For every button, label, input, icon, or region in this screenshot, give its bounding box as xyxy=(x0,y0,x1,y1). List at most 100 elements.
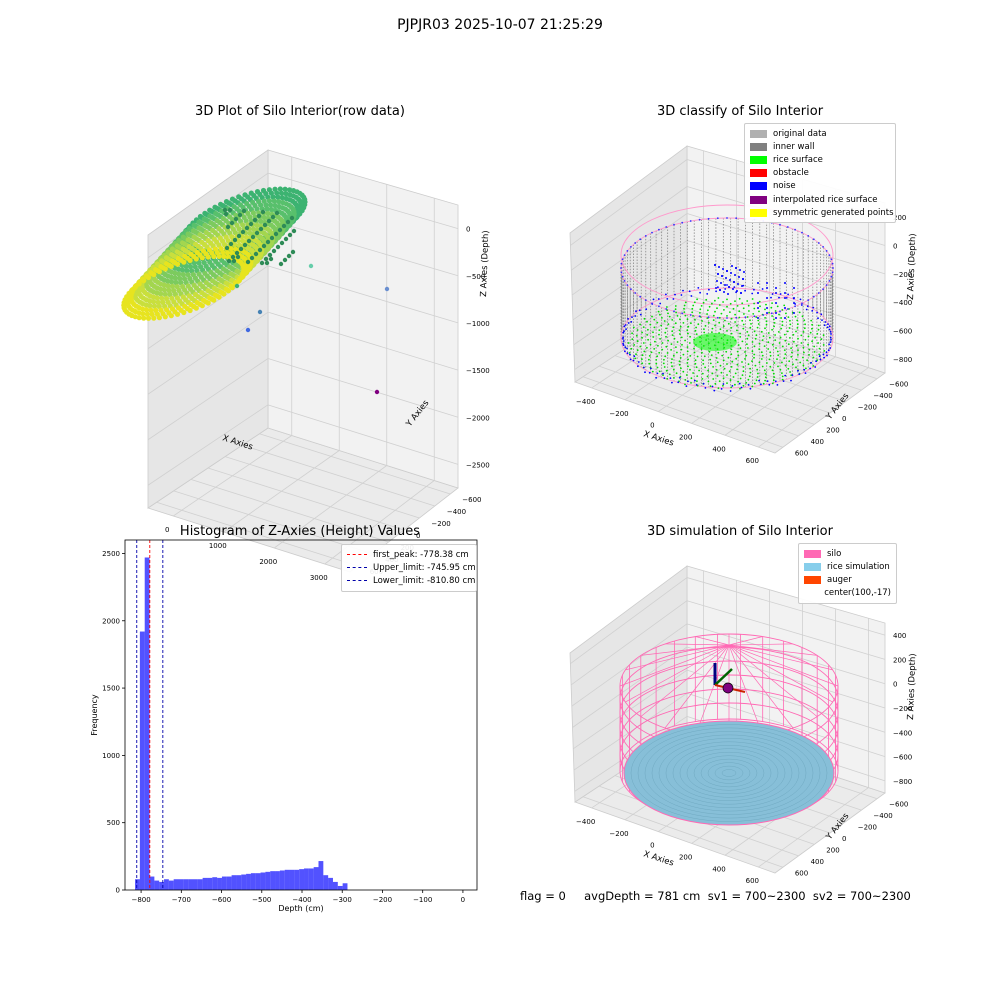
raw-point xyxy=(211,253,217,260)
raw-point xyxy=(178,280,184,286)
classify-rice-point xyxy=(765,323,768,326)
classify-noise-point xyxy=(736,290,738,292)
raw-point xyxy=(257,247,263,253)
classify-noise-point xyxy=(779,223,781,226)
raw-point xyxy=(283,191,289,197)
classify-rice-point xyxy=(747,304,750,307)
classify-rice-point xyxy=(772,379,775,382)
classify-xtick-label: 400 xyxy=(712,445,725,453)
histogram-xtick-label: −200 xyxy=(373,896,392,904)
classify-noise-point xyxy=(760,383,762,386)
classify-rice-point xyxy=(709,362,712,365)
sim-tick-labels: −400−20002004006006004002000−200−400−600… xyxy=(576,632,912,885)
histogram-legend-label: Upper_limit: -745.95 cm xyxy=(373,562,476,573)
classify-rice-point xyxy=(712,314,715,317)
classify-xtick-label: 0 xyxy=(650,422,654,430)
classify-rice-point xyxy=(780,317,783,319)
raw-point xyxy=(265,210,271,217)
classify-rice-point xyxy=(631,338,634,341)
classify-rice-point xyxy=(670,343,673,345)
classify-rice-point xyxy=(754,337,757,340)
classify-rice-point xyxy=(767,348,770,350)
classify-rice-point xyxy=(714,382,717,385)
classify-rice-point xyxy=(673,337,676,340)
classify-rice-point xyxy=(742,327,745,330)
classify-rice-point xyxy=(742,307,745,310)
histogram-legend-label: first_peak: -778.38 cm xyxy=(373,549,469,560)
classify-noise-point xyxy=(804,372,807,374)
classify-noise-point xyxy=(832,267,834,269)
raw-point xyxy=(266,218,272,224)
classify-legend-swatch xyxy=(750,208,767,217)
classify-rice-point xyxy=(665,369,668,372)
classify-rice-point xyxy=(783,304,786,307)
classify-rice-point xyxy=(736,368,738,371)
histogram-legend: first_peak: -778.38 cm Upper_limit: -745.… xyxy=(341,544,477,592)
classify-ztick-label: −400 xyxy=(893,299,912,307)
classify-noise-point xyxy=(757,317,759,319)
classify-rice-point xyxy=(730,317,733,320)
classify-rice-point xyxy=(753,302,755,305)
classify-rice-point xyxy=(747,363,750,366)
sim-legend-entry: center(100,-17) xyxy=(804,587,891,600)
classify-noise-point xyxy=(673,310,675,313)
classify-noise-point xyxy=(626,250,629,252)
classify-rice-point xyxy=(757,372,759,375)
classify-zgrid-side xyxy=(570,159,688,246)
sim-ztick-label: 200 xyxy=(893,656,906,664)
classify-rice-point xyxy=(776,350,779,353)
classify-noise-point xyxy=(753,288,755,291)
classify-noise-point xyxy=(793,312,795,314)
classify-rice-point xyxy=(627,342,630,344)
classify-rice-point xyxy=(742,323,745,326)
classify-rice-point xyxy=(781,309,784,311)
raw-point xyxy=(260,209,266,215)
sim-roof-line xyxy=(664,644,730,729)
sim-xtick-label: 0 xyxy=(650,842,654,850)
sim-rice-surface xyxy=(623,720,835,826)
classify-noise-point xyxy=(687,380,689,383)
raw-point xyxy=(275,244,281,250)
classify-noise-point xyxy=(735,267,737,269)
classify-rice-point xyxy=(761,365,764,368)
classify-rice-point xyxy=(670,361,673,364)
classify-noise-point xyxy=(651,302,653,305)
classify-noise-point xyxy=(775,317,777,319)
classify-noise-point xyxy=(677,381,680,384)
histogram-bar xyxy=(318,861,324,890)
classify-noise-point xyxy=(803,368,806,371)
raw-point xyxy=(162,314,168,320)
classify-rice-point xyxy=(628,352,631,354)
classify-rice-point xyxy=(708,350,711,353)
raw-point xyxy=(264,260,270,266)
histogram-bar xyxy=(332,881,338,890)
sim-xtick-label: 200 xyxy=(679,853,692,861)
classify-noise-point xyxy=(651,231,653,234)
classify-rice-point xyxy=(805,367,807,370)
classify-ygrid xyxy=(646,334,846,402)
classify-rice-point xyxy=(639,323,641,326)
classify-rice-point xyxy=(653,318,656,321)
classify-rice-point xyxy=(781,345,784,348)
raw-point xyxy=(165,283,171,289)
classify-rice-point xyxy=(751,350,754,353)
sim-rice-grid xyxy=(700,758,758,788)
classify-noise-point xyxy=(800,304,803,306)
raw-point xyxy=(187,257,193,263)
classify-rice-point xyxy=(762,382,765,385)
classify-noise-point xyxy=(784,297,786,299)
classify-rice-point xyxy=(746,300,749,302)
histogram-bar xyxy=(144,557,150,890)
classify-legend-entry: inner wall xyxy=(750,140,890,153)
classify-noise-point xyxy=(828,325,831,328)
classify-rice-point xyxy=(690,382,692,384)
sim-ztick-label: 400 xyxy=(893,632,906,640)
sim-legend-label: silo xyxy=(827,548,842,559)
classify-legend-label: noise xyxy=(773,181,796,192)
classify-noise-point xyxy=(828,254,831,256)
classify-zlabel: Z Axies (Depth) xyxy=(906,233,918,300)
classify-noise-point xyxy=(757,292,759,294)
raw-point xyxy=(244,225,250,231)
raw-point xyxy=(162,266,168,272)
classify-rice-point xyxy=(749,371,752,374)
